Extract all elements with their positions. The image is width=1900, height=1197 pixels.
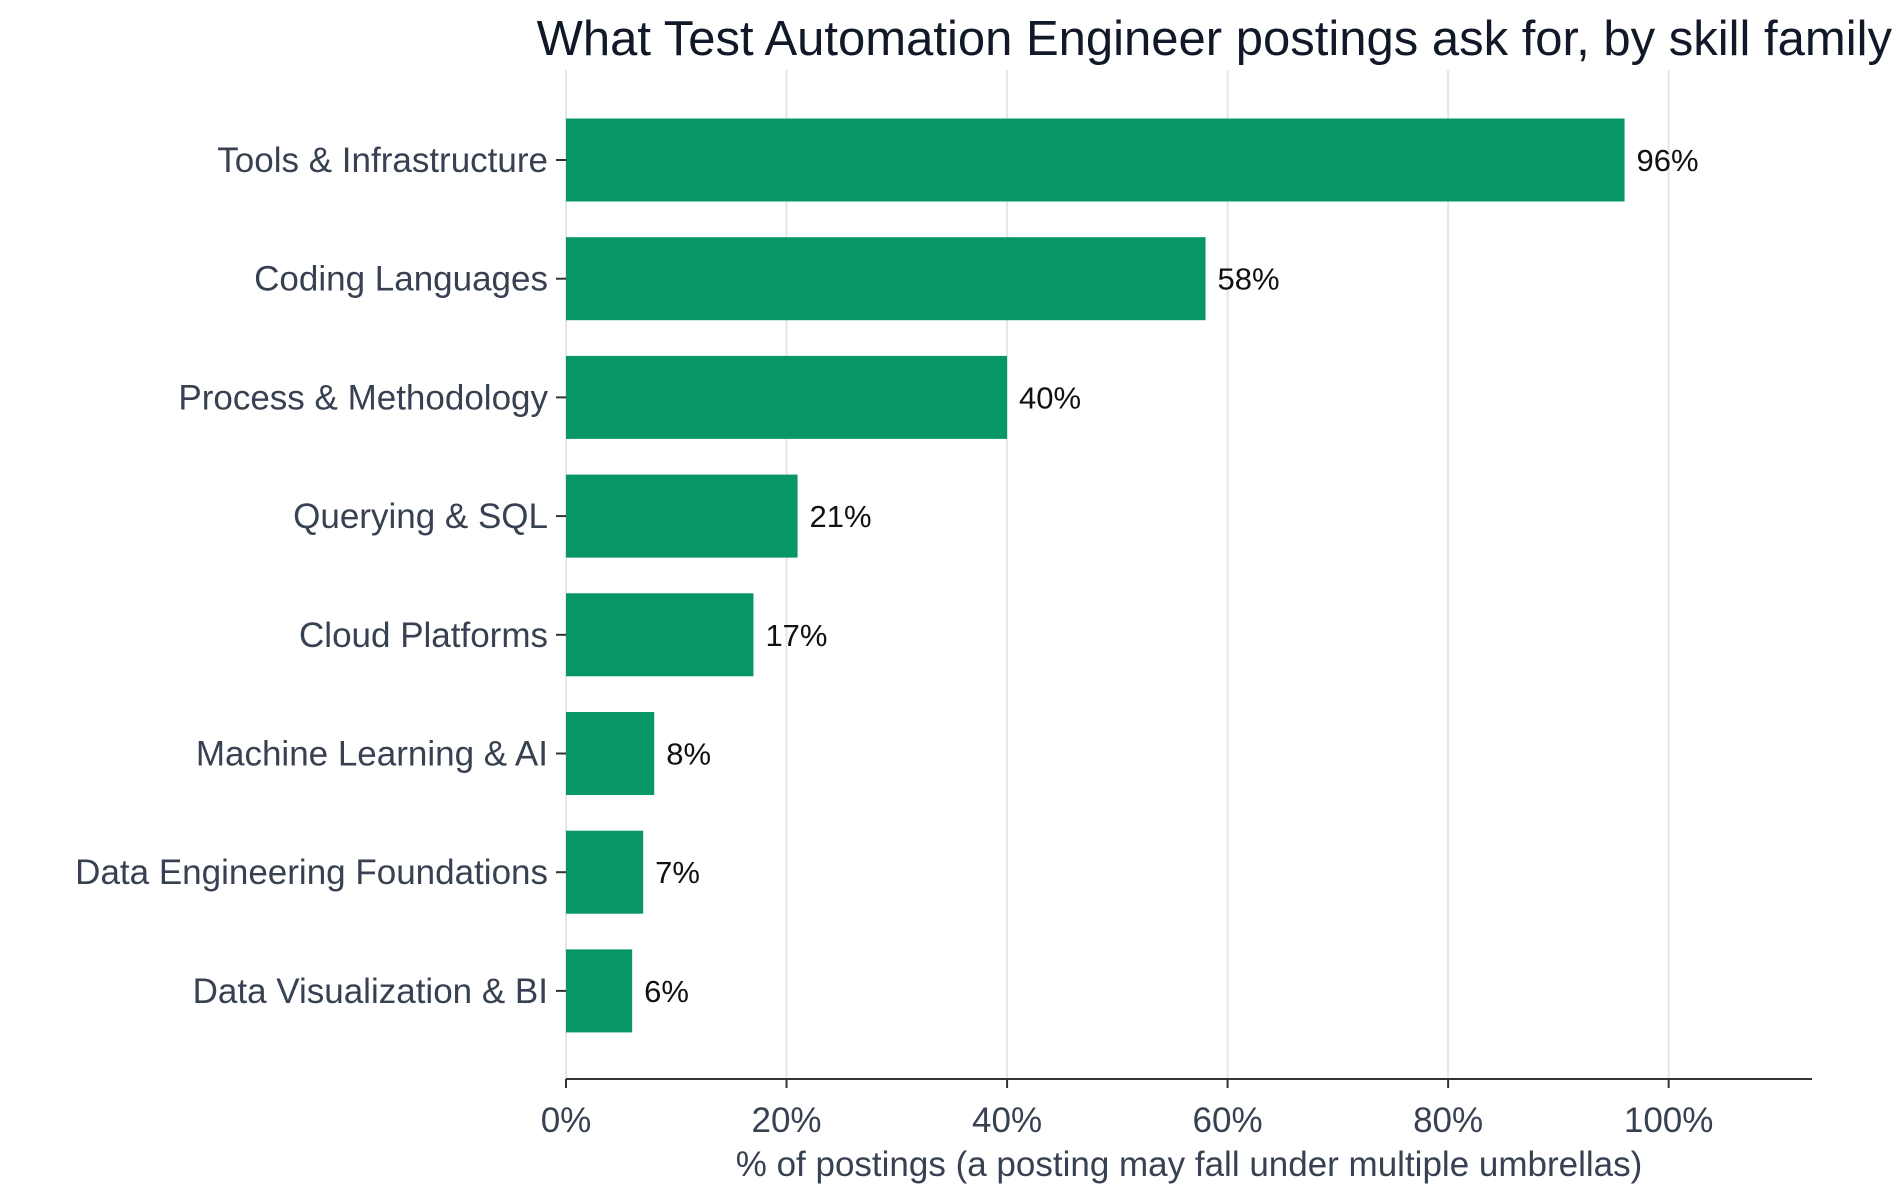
chart-title: What Test Automation Engineer postings a… [537,12,1893,66]
bar [566,355,1008,439]
category-label: Cloud Platforms [299,616,548,655]
category-label: Data Visualization & BI [193,972,548,1011]
x-tick-label: 0% [541,1101,592,1140]
category-label: Machine Learning & AI [196,735,548,774]
value-label: 40% [1019,380,1081,415]
category-label: Data Engineering Foundations [75,853,548,892]
value-label: 21% [810,499,872,534]
x-ticks: 0% 20% 40% 60% 80% 100% [541,1079,1714,1140]
x-tick-label: 40% [972,1101,1042,1140]
bar [566,830,644,914]
category-label: Process & Methodology [178,378,548,417]
value-label: 8% [666,737,711,772]
value-label: 58% [1218,262,1280,297]
category-label: Querying & SQL [293,497,548,536]
bar [566,712,655,795]
gridlines [565,70,1670,1079]
x-axis-label: % of postings (a posting may fall under … [736,1145,1643,1184]
bar [566,949,633,1033]
bars [566,118,1625,1033]
x-tick-label: 100% [1624,1101,1714,1140]
value-label: 17% [765,618,827,653]
category-labels: Tools & Infrastructure Coding Languages Pr… [75,141,566,1011]
x-tick-label: 20% [751,1101,821,1140]
bar [566,237,1206,321]
x-tick-label: 60% [1193,1101,1263,1140]
value-labels: 96% 58% 40% 21% 17% 8% 7% 6% [644,143,1698,1009]
bar [566,593,754,677]
value-label: 6% [644,974,689,1009]
value-label: 96% [1637,143,1699,178]
bar [566,474,798,558]
bar [566,118,1625,202]
value-label: 7% [655,855,700,890]
category-label: Coding Languages [254,260,548,299]
category-label: Tools & Infrastructure [217,141,548,180]
x-tick-label: 80% [1413,1101,1483,1140]
